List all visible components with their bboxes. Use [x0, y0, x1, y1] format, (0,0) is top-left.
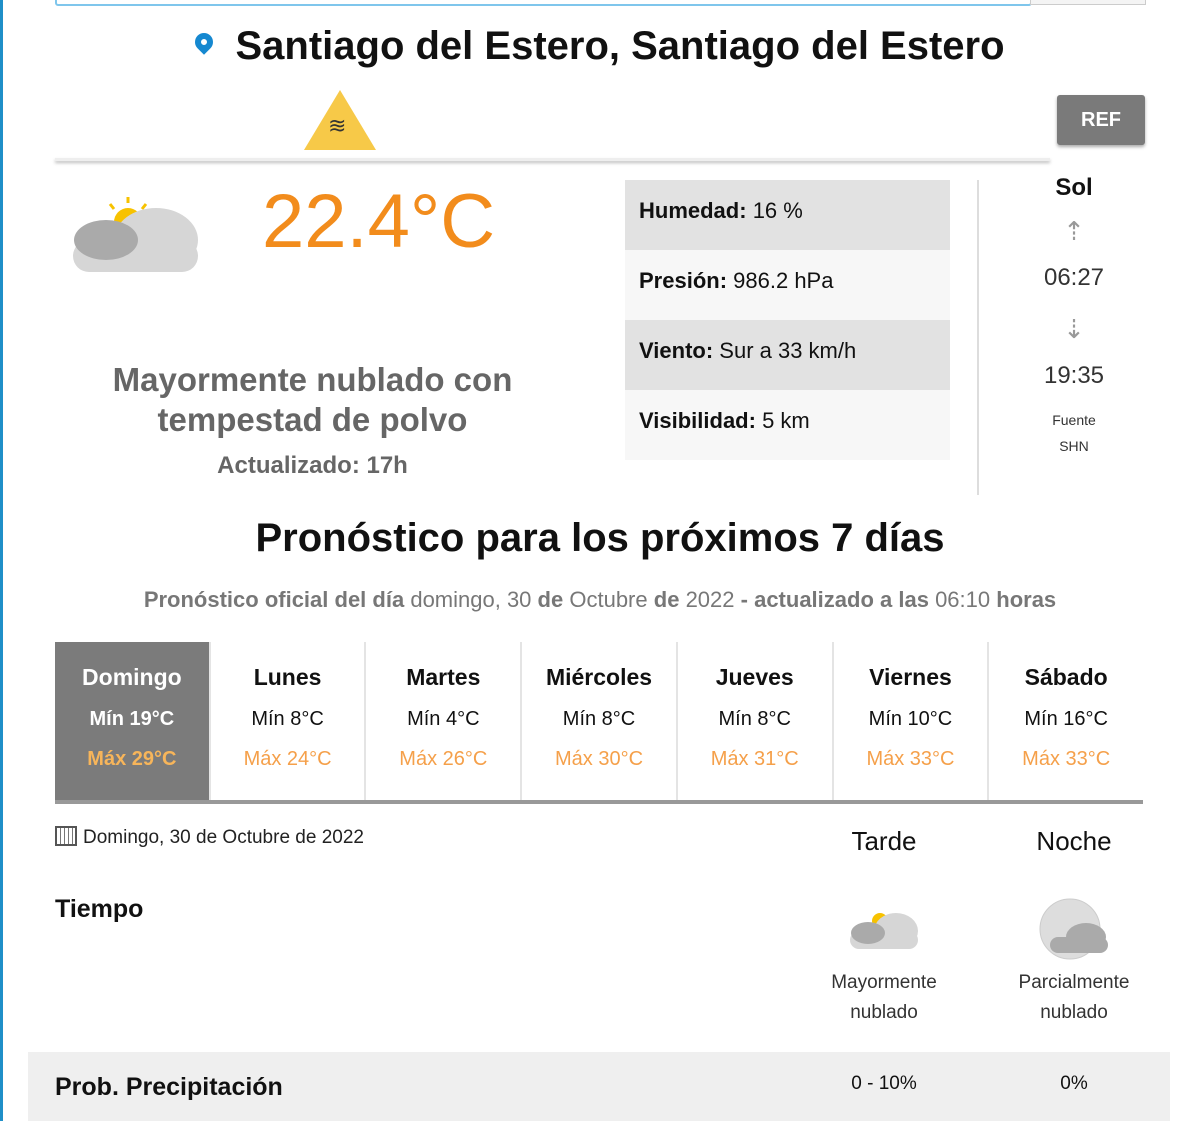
page-edge — [0, 0, 3, 1121]
sunrise-time: 06:27 — [1043, 264, 1105, 291]
dust-storm-warning-icon[interactable] — [304, 90, 376, 150]
source-label: Fuente — [1052, 412, 1096, 428]
mostly-cloudy-icon — [850, 913, 918, 949]
tab-miercoles[interactable]: Miércoles Mín 8°C Máx 30°C — [522, 642, 678, 800]
tab-jueves[interactable]: Jueves Mín 8°C Máx 31°C — [678, 642, 834, 800]
sunrise-icon: ⇡ — [1063, 216, 1085, 246]
day-tabs: Domingo Mín 19°C Máx 29°C Lunes Mín 8°C Máx … — [55, 642, 1143, 804]
updated-time: Actualizado: 17h — [217, 452, 408, 479]
period-noche: Noche — [1036, 826, 1112, 856]
wind-row: Viento: Sur a 33 km/h — [625, 320, 950, 390]
sunset-time: 19:35 — [1043, 362, 1105, 389]
visibility-row: Visibilidad: 5 km — [625, 390, 950, 460]
search-button[interactable] — [1030, 0, 1146, 5]
tarde-weather: Mayormente nublado — [831, 972, 937, 1023]
tiempo-label: Tiempo — [55, 895, 144, 923]
tab-lunes[interactable]: Lunes Mín 8°C Máx 24°C — [211, 642, 367, 800]
noche-weather: Parcialmente nublado — [1018, 972, 1130, 1023]
humidity-row: Humedad: 16 % — [625, 180, 950, 250]
partly-cloudy-icon — [73, 197, 198, 272]
sunset-icon: ⇣ — [1063, 314, 1085, 344]
dust-glyph-icon: ≋ — [328, 113, 347, 138]
tab-sabado[interactable]: Sábado Mín 16°C Máx 33°C — [1022, 664, 1111, 770]
search-input[interactable] — [55, 0, 1032, 6]
pressure-row: Presión: 986.2 hPa — [625, 250, 950, 320]
period-tarde: Tarde — [851, 826, 917, 856]
calendar-icon — [55, 826, 77, 846]
ref-button[interactable]: REF — [1057, 95, 1145, 145]
current-temperature: 22.4°C — [262, 179, 496, 264]
location-pin-icon — [191, 29, 218, 55]
tab-martes[interactable]: Martes Mín 4°C Máx 26°C — [366, 642, 523, 800]
precipitation-label: Prob. Precipitación — [55, 1073, 283, 1101]
precipitation-row — [28, 1052, 1170, 1121]
night-partly-cloudy-icon — [1039, 898, 1108, 960]
precip-noche: 0% — [1060, 1073, 1088, 1094]
precip-tarde: 0 - 10% — [851, 1073, 917, 1094]
current-description: Mayormente nublado con tempestad de polv… — [112, 361, 513, 438]
forecast-subtitle: Pronóstico oficial del día domingo, 30 d… — [143, 587, 1057, 612]
forecast-title: Pronóstico para los próximos 7 días — [255, 516, 945, 560]
sun-title: Sol — [1055, 174, 1093, 201]
location-name: Santiago del Estero, Santiago del Estero — [235, 24, 1005, 68]
source-name[interactable]: SHN — [1059, 438, 1089, 454]
card-divider — [55, 158, 1050, 161]
tab-domingo[interactable]: Domingo Mín 19°C Máx 29°C — [55, 642, 211, 800]
tab-viernes[interactable]: Viernes Mín 10°C Máx 33°C — [834, 642, 990, 800]
detail-date: Domingo, 30 de Octubre de 2022 — [55, 826, 364, 849]
divider — [977, 180, 979, 495]
location-title: Santiago del Estero, Santiago del Estero — [0, 24, 1200, 69]
